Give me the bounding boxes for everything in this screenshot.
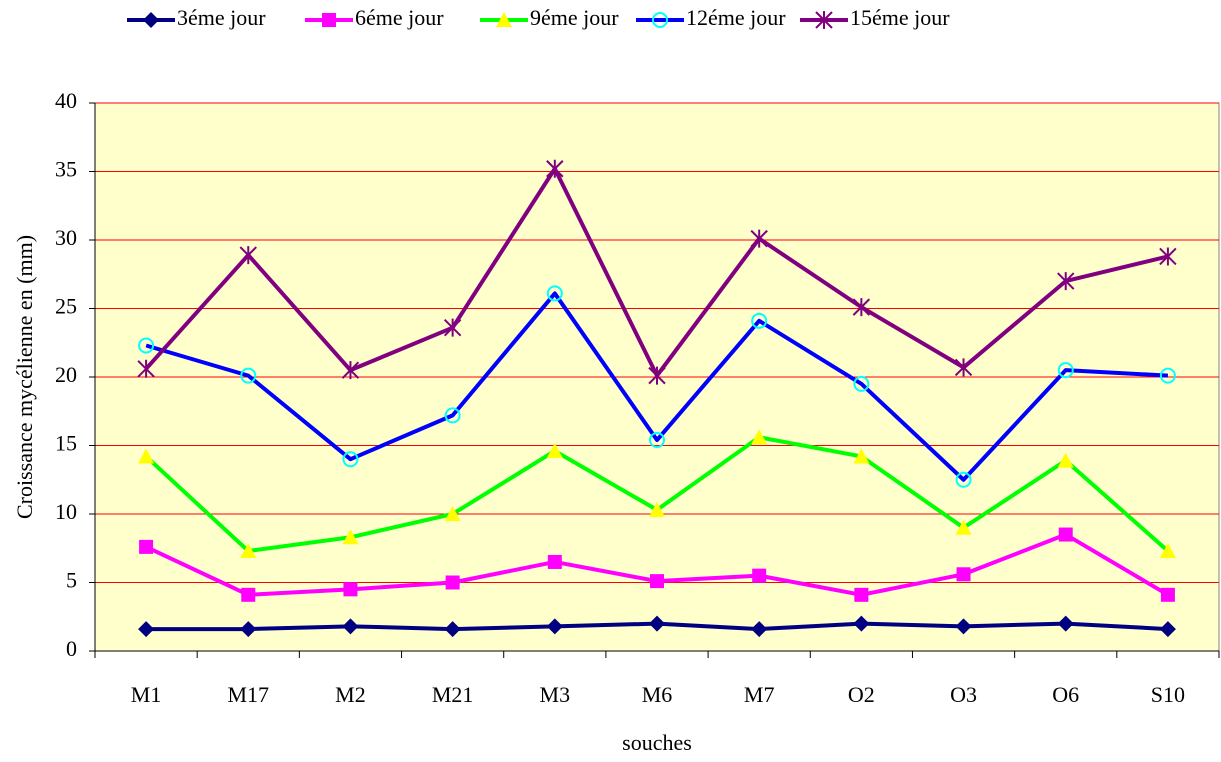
y-tick-label: 15: [55, 431, 77, 456]
data-point: [342, 529, 359, 545]
legend-label: 6éme jour: [355, 5, 444, 30]
data-point: [751, 621, 768, 638]
data-point: [854, 587, 869, 602]
data-point: [1160, 587, 1175, 602]
legend-marker: [143, 12, 159, 28]
data-point: [751, 312, 768, 329]
data-point: [138, 448, 155, 464]
legend-marker: [322, 13, 336, 27]
data-point: [751, 429, 768, 445]
data-point: [444, 506, 461, 521]
data-point: [343, 582, 358, 597]
legend-marker: [815, 11, 833, 29]
y-tick-label: 40: [55, 88, 77, 113]
data-point: [853, 448, 870, 464]
x-tick-label: O3: [950, 682, 977, 707]
data-point: [443, 318, 462, 337]
x-axis-label: souches: [622, 730, 692, 755]
x-tick-label: O2: [848, 682, 875, 707]
x-tick-label: M3: [540, 682, 571, 707]
y-tick-label: 20: [55, 362, 77, 387]
data-point: [853, 615, 870, 632]
data-point: [955, 519, 972, 535]
y-tick-label: 30: [55, 225, 77, 250]
data-point: [137, 359, 155, 378]
legend-label: 9éme jour: [530, 5, 619, 30]
data-point: [955, 618, 972, 635]
y-tick-label: 25: [55, 294, 77, 319]
data-point: [648, 366, 666, 385]
x-tick-label: M6: [642, 682, 673, 707]
data-point: [1159, 621, 1176, 638]
data-point: [341, 361, 360, 380]
data-point: [750, 229, 768, 248]
data-point: [342, 618, 359, 635]
data-point: [649, 501, 665, 517]
data-point: [138, 337, 155, 354]
data-point: [546, 159, 564, 178]
data-point: [546, 618, 563, 635]
data-point: [954, 358, 973, 377]
data-point: [649, 615, 665, 632]
data-point: [955, 471, 972, 488]
data-point: [138, 621, 155, 638]
y-tick-label: 35: [55, 157, 77, 182]
data-point: [752, 568, 767, 583]
data-point: [853, 375, 870, 392]
data-point: [1057, 452, 1074, 468]
legend-label: 3éme jour: [177, 5, 266, 30]
data-point: [1159, 542, 1176, 558]
data-point: [1058, 527, 1073, 542]
data-point: [342, 451, 359, 468]
x-tick-label: M17: [227, 682, 269, 707]
data-point: [546, 442, 563, 458]
y-axis-label: Croissance mycélienne en (mm): [12, 235, 37, 519]
x-tick-label: M1: [131, 682, 162, 707]
data-point: [1159, 247, 1177, 266]
data-point: [1057, 615, 1074, 632]
data-point: [649, 432, 665, 449]
y-tick-label: 10: [55, 499, 77, 524]
data-point: [240, 621, 257, 638]
y-tick-label: 0: [66, 636, 77, 661]
data-point: [240, 367, 257, 384]
x-tick-label: S10: [1151, 682, 1185, 707]
data-point: [852, 298, 871, 317]
legend-label: 15éme jour: [850, 5, 950, 30]
legend-label: 12éme jour: [686, 5, 786, 30]
data-point: [547, 554, 562, 569]
data-point: [1057, 272, 1075, 291]
data-point: [650, 574, 664, 589]
data-point: [546, 285, 563, 302]
x-tick-label: O6: [1052, 682, 1079, 707]
y-tick-label: 5: [66, 568, 77, 593]
data-point: [445, 575, 460, 590]
data-point: [139, 539, 154, 554]
data-point: [1057, 362, 1074, 379]
x-tick-label: M21: [432, 682, 474, 707]
x-tick-label: M7: [744, 682, 775, 707]
data-point: [1159, 367, 1176, 384]
legend-marker: [496, 12, 512, 27]
series-line: [145, 291, 1169, 482]
x-tick-label: M2: [335, 682, 366, 707]
data-point: [444, 407, 461, 424]
data-point: [444, 621, 461, 638]
legend-marker: [652, 12, 668, 28]
data-point: [241, 587, 256, 602]
data-point: [240, 542, 257, 558]
data-point: [239, 246, 257, 265]
data-point: [956, 567, 971, 582]
